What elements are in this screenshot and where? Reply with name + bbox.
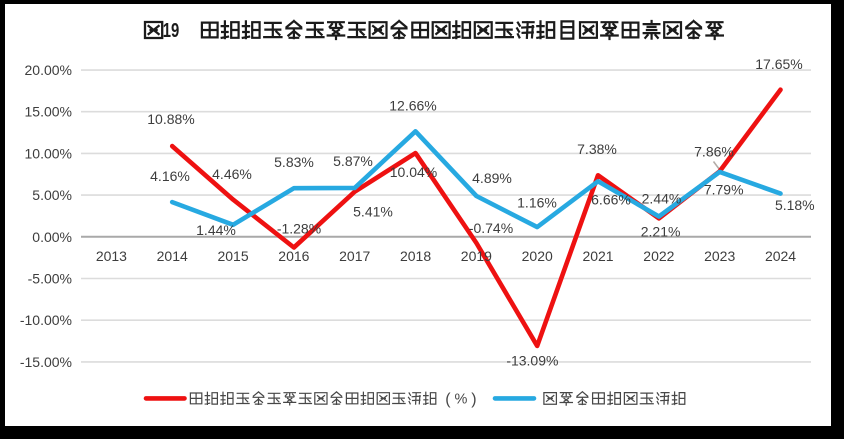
svg-text:5.41%: 5.41% (353, 204, 393, 220)
svg-text:0.00%: 0.00% (32, 229, 72, 245)
svg-text:2023: 2023 (704, 248, 735, 264)
svg-text:5.00%: 5.00% (32, 187, 72, 203)
svg-text:20.00%: 20.00% (25, 62, 72, 78)
svg-text:-15.00%: -15.00% (20, 354, 72, 370)
svg-text:7.38%: 7.38% (577, 141, 617, 157)
svg-text:): ) (471, 391, 476, 408)
svg-text:2016: 2016 (278, 248, 309, 264)
svg-text:19: 19 (163, 19, 180, 42)
svg-text:-0.74%: -0.74% (469, 220, 513, 236)
svg-text:2024: 2024 (765, 248, 796, 264)
svg-text:1.16%: 1.16% (517, 195, 557, 211)
svg-text:%: % (454, 392, 467, 408)
svg-text:2020: 2020 (522, 248, 553, 264)
svg-text:2015: 2015 (217, 248, 248, 264)
svg-text:-10.00%: -10.00% (20, 312, 72, 328)
svg-text:4.16%: 4.16% (150, 168, 190, 184)
svg-text:2018: 2018 (400, 248, 431, 264)
svg-text:-13.09%: -13.09% (506, 353, 558, 369)
svg-text:5.87%: 5.87% (333, 153, 373, 169)
svg-text:15.00%: 15.00% (25, 104, 72, 120)
svg-text:2.44%: 2.44% (642, 191, 682, 207)
svg-text:2017: 2017 (339, 248, 370, 264)
svg-text:2013: 2013 (96, 248, 127, 264)
svg-text:-5.00%: -5.00% (28, 270, 72, 286)
svg-text:1.44%: 1.44% (196, 222, 236, 238)
svg-text:5.18%: 5.18% (775, 197, 815, 213)
svg-text:10.88%: 10.88% (147, 111, 194, 127)
svg-text:6.66%: 6.66% (591, 192, 631, 208)
svg-text:12.66%: 12.66% (389, 98, 436, 114)
svg-text:2019: 2019 (461, 248, 492, 264)
svg-text:(: ( (445, 391, 451, 408)
svg-text:7.86%: 7.86% (694, 143, 734, 159)
svg-text:7.79%: 7.79% (704, 181, 744, 197)
svg-text:17.65%: 17.65% (755, 56, 802, 72)
svg-text:2.21%: 2.21% (641, 223, 681, 239)
svg-text:4.46%: 4.46% (212, 166, 252, 182)
svg-text:2022: 2022 (643, 248, 674, 264)
svg-text:2021: 2021 (582, 248, 613, 264)
svg-text:10.00%: 10.00% (25, 145, 72, 161)
svg-text:2014: 2014 (157, 248, 188, 264)
svg-text:4.89%: 4.89% (472, 170, 512, 186)
svg-text:-1.28%: -1.28% (277, 221, 321, 237)
svg-text:10.04%: 10.04% (390, 164, 437, 180)
svg-text:5.83%: 5.83% (274, 154, 314, 170)
